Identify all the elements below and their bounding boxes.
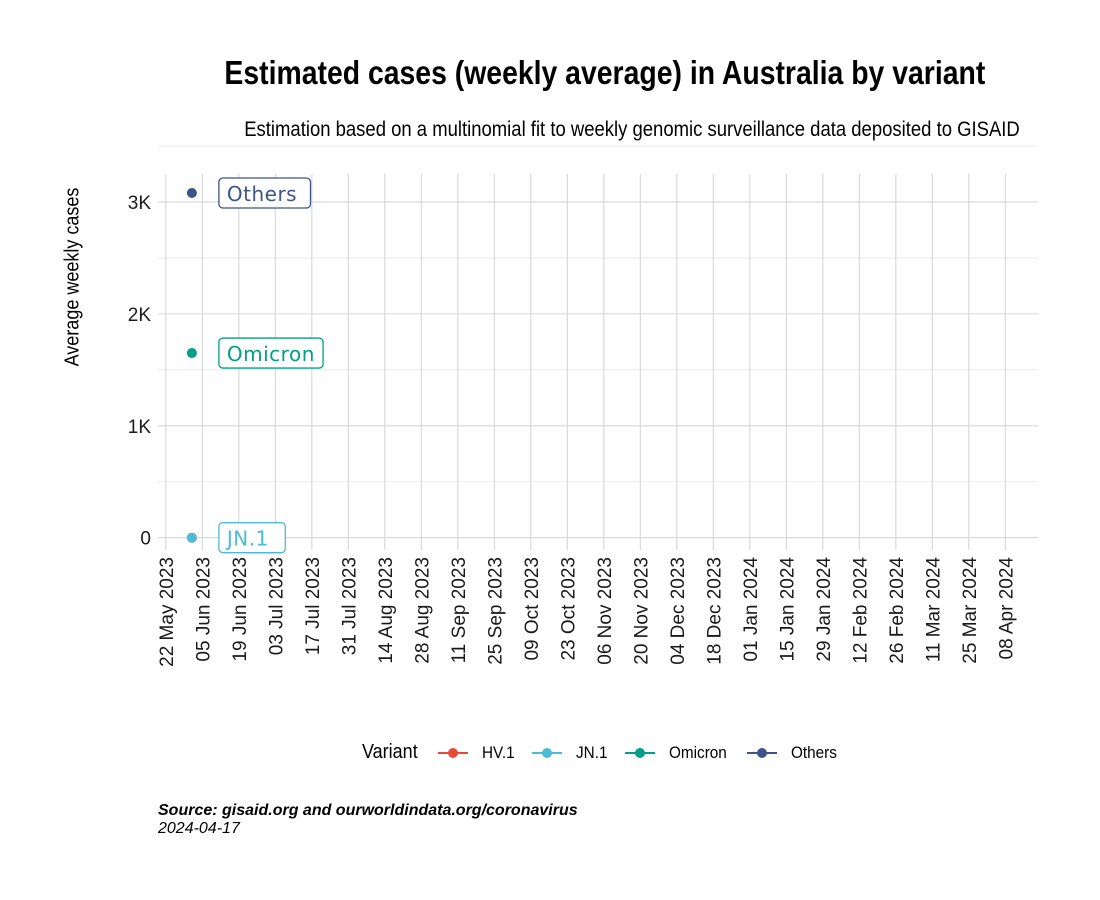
data-point-others xyxy=(186,188,197,199)
x-tick-label: 12 Feb 2024 xyxy=(850,557,871,664)
data-point-omicron xyxy=(186,348,197,359)
x-tick-label: 01 Jan 2024 xyxy=(741,557,762,662)
x-tick-label: 31 Jul 2023 xyxy=(339,557,360,655)
legend-label-omicron: Omicron xyxy=(669,742,727,762)
legend-key-jn1 xyxy=(532,743,563,763)
series-label-omicron: Omicron xyxy=(227,342,315,366)
series-label-others: Others xyxy=(227,182,297,206)
x-tick-label: 03 Jul 2023 xyxy=(266,557,287,655)
legend-item-others: Others xyxy=(747,743,842,763)
chart-subtitle: Estimation based on a multinomial fit to… xyxy=(244,118,1020,141)
x-tick-label: 08 Apr 2024 xyxy=(996,557,1017,660)
y-tick-labels: 0 1K 2K 3K xyxy=(128,193,152,550)
legend-item-omicron: Omicron xyxy=(625,743,733,763)
x-tick-label: 15 Jan 2024 xyxy=(777,557,798,662)
x-tick-label: 19 Jun 2023 xyxy=(230,557,251,662)
caption-date: 2024-04-17 xyxy=(158,820,240,837)
x-tick-label: 18 Dec 2023 xyxy=(704,557,725,665)
y-tick-label: 3K xyxy=(128,193,152,214)
grid-lines xyxy=(158,145,1038,550)
series-label-box-omicron xyxy=(218,337,324,369)
caption: Source: gisaid.org and ourworldindata.or… xyxy=(158,802,578,838)
x-tick-labels: 22 May 2023 05 Jun 2023 19 Jun 2023 03 Jul … xyxy=(157,557,1017,667)
x-tick-label: 28 Aug 2023 xyxy=(412,557,433,664)
y-tick-label: 2K xyxy=(128,305,152,326)
series-label-box-others xyxy=(218,177,312,209)
legend-item-hv1: HV.1 xyxy=(437,742,518,763)
series-marks: JN.1 Omicron Others xyxy=(186,177,324,554)
x-tick-label: 26 Feb 2024 xyxy=(887,557,908,664)
y-tick-label: 1K xyxy=(128,417,152,438)
x-tick-label: 25 Mar 2024 xyxy=(960,557,981,664)
series-label-jn1: JN.1 xyxy=(225,527,269,551)
legend-key-omicron xyxy=(625,743,656,763)
x-tick-label: 05 Jun 2023 xyxy=(193,557,214,662)
x-tick-label: 17 Jul 2023 xyxy=(303,557,324,655)
legend-title: Variant xyxy=(362,741,418,763)
caption-source: Source: gisaid.org and ourworldindata.or… xyxy=(158,802,578,819)
legend-item-jn1: JN.1 xyxy=(532,743,611,763)
x-tick-label: 23 Oct 2023 xyxy=(558,557,579,661)
x-tick-label: 11 Sep 2023 xyxy=(449,557,470,663)
y-tick-label: 0 xyxy=(140,529,151,550)
legend-label-others: Others xyxy=(791,742,838,762)
x-tick-label: 29 Jan 2024 xyxy=(814,557,835,662)
legend-label-hv1: HV.1 xyxy=(481,742,515,762)
legend-key-others xyxy=(747,743,778,763)
x-tick-label: 14 Aug 2023 xyxy=(376,557,397,664)
legend-key-hv1 xyxy=(437,743,468,763)
chart-title: Estimated cases (weekly average) in Aust… xyxy=(224,54,986,91)
series-label-box-jn1 xyxy=(218,522,286,554)
x-tick-label: 25 Sep 2023 xyxy=(485,557,506,665)
x-tick-label: 06 Nov 2023 xyxy=(595,557,616,665)
legend: Variant HV.1 JN.1 Omicron Others xyxy=(362,741,856,764)
x-tick-label: 11 Mar 2024 xyxy=(923,557,944,663)
x-tick-label: 20 Nov 2023 xyxy=(631,557,652,665)
x-tick-label: 22 May 2023 xyxy=(157,557,178,667)
x-tick-label: 09 Oct 2023 xyxy=(522,557,543,661)
legend-label-jn1: JN.1 xyxy=(576,742,608,762)
x-tick-label: 04 Dec 2023 xyxy=(668,557,689,665)
data-point-jn1 xyxy=(186,532,197,543)
